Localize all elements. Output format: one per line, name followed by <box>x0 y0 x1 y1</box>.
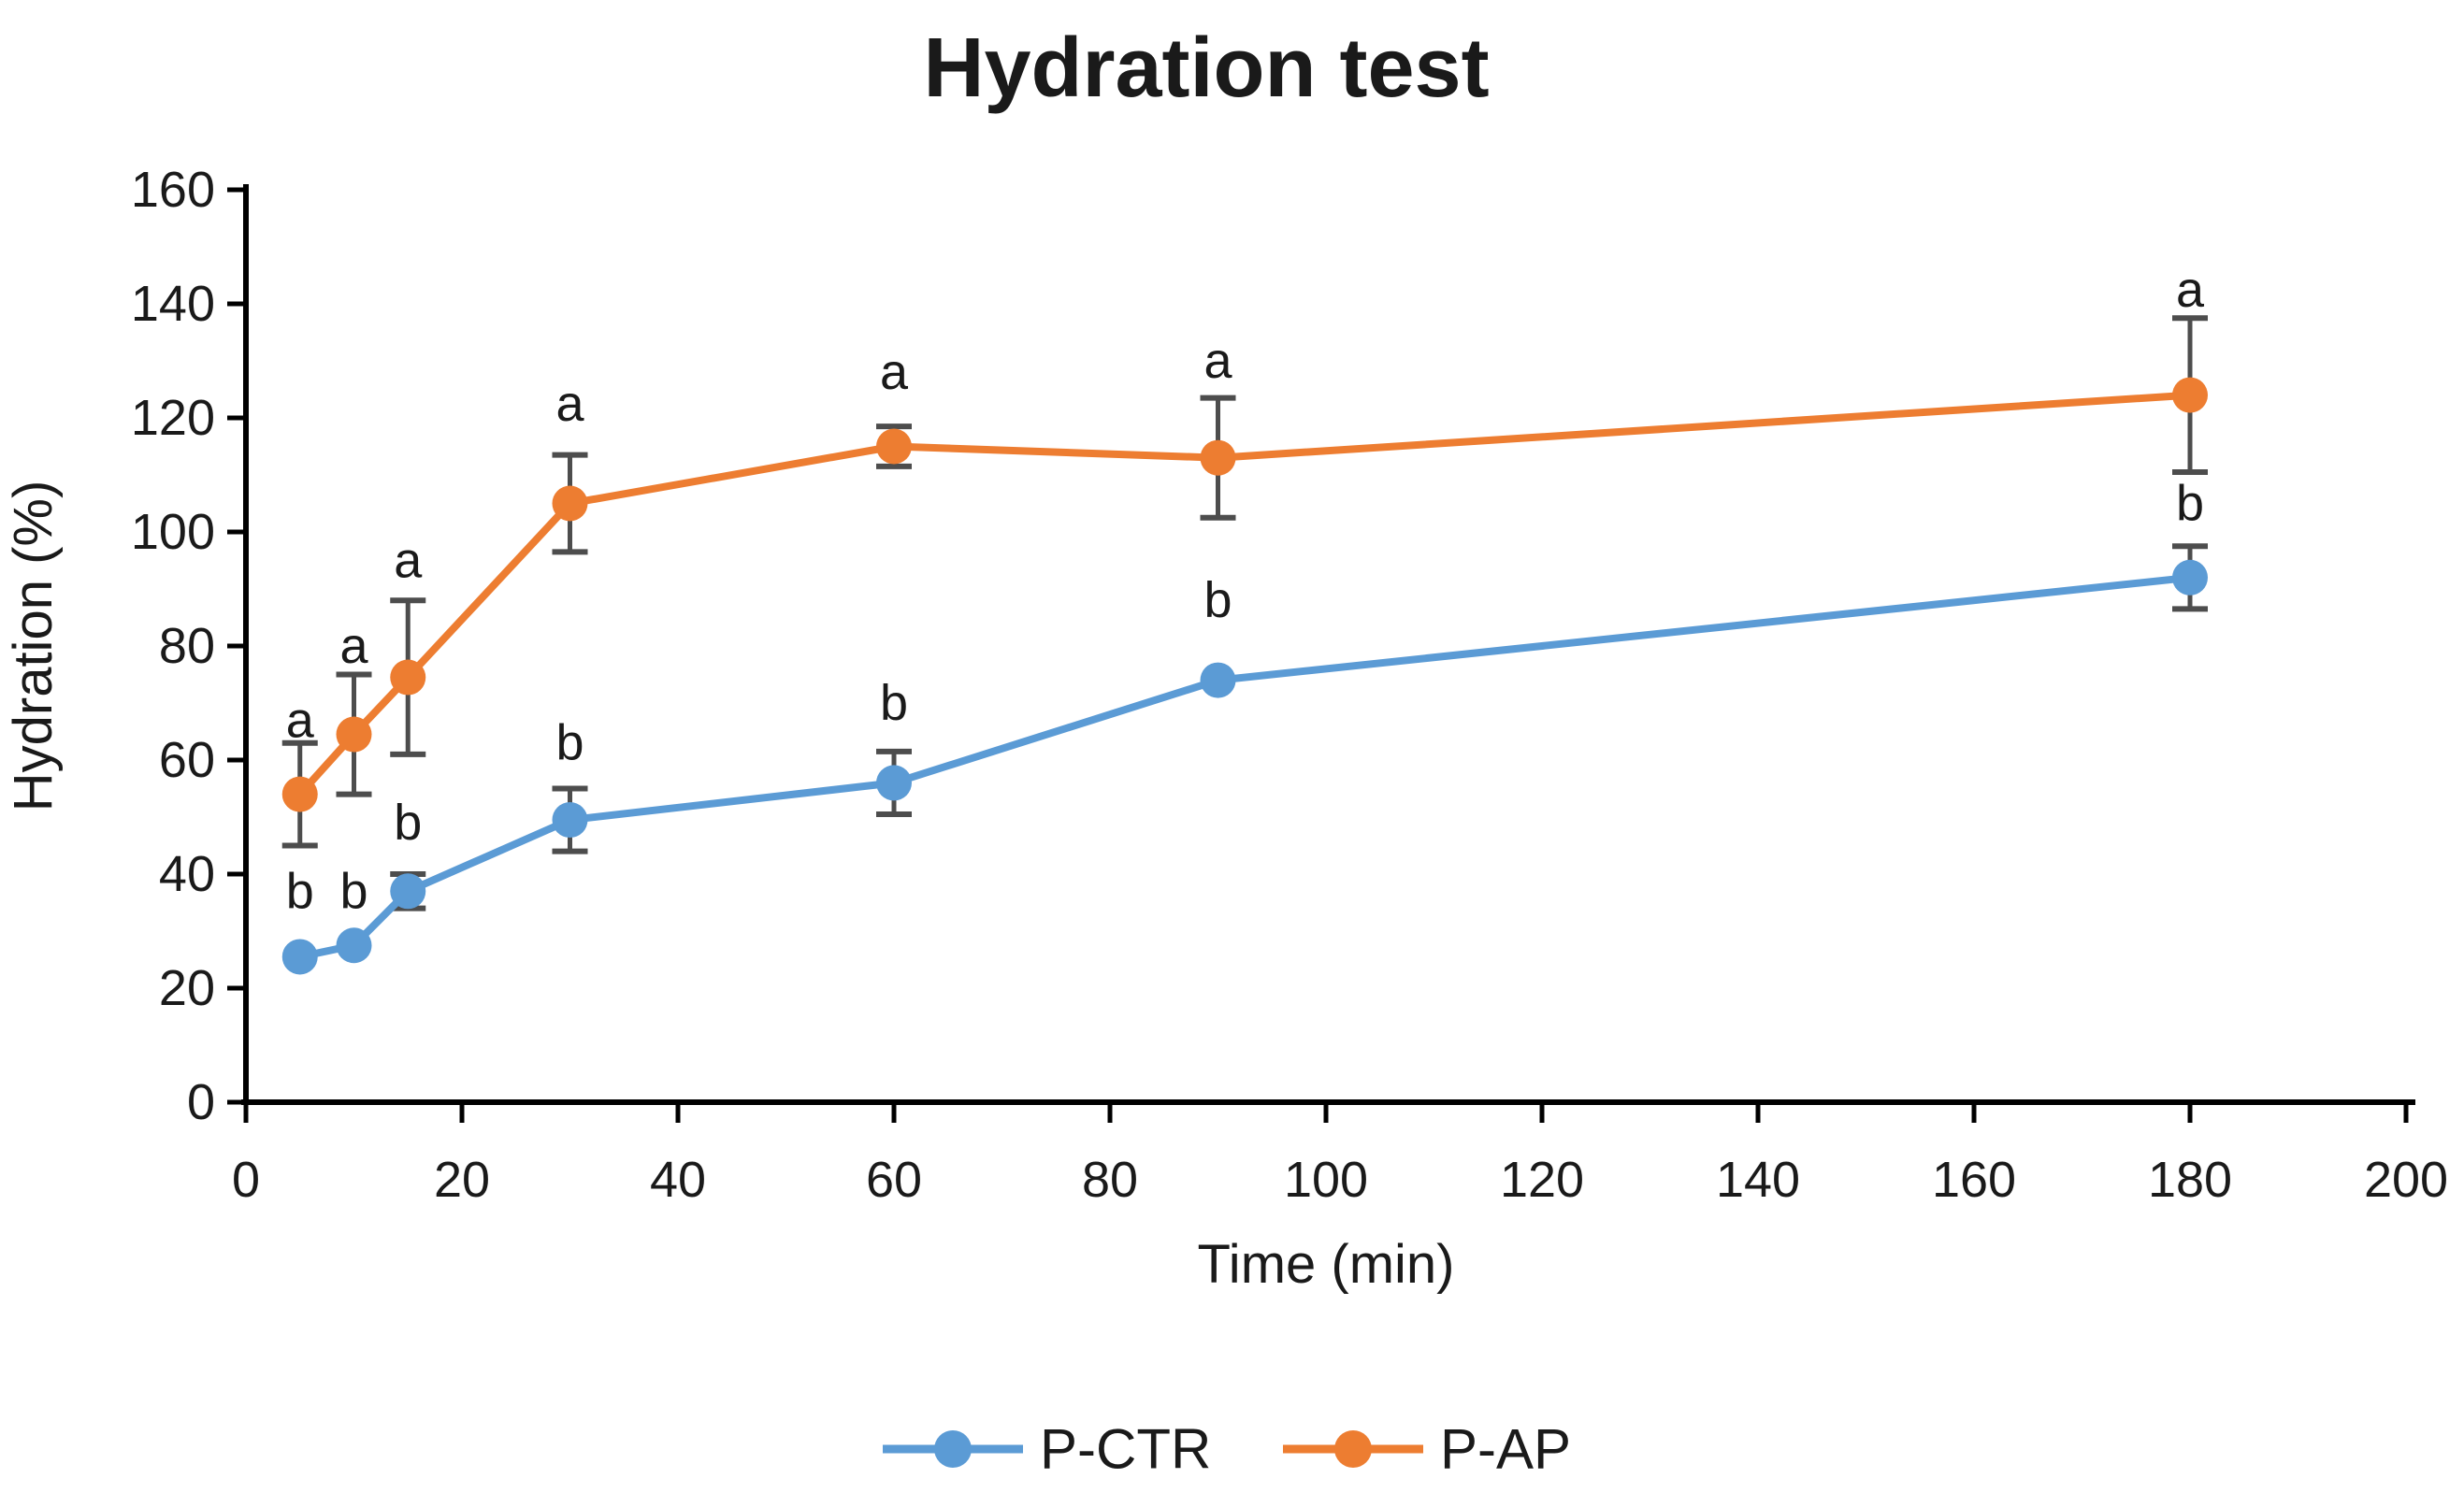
legend: P-CTR P-AP <box>883 1418 1571 1481</box>
legend-label: P-AP <box>1440 1418 1571 1481</box>
x-tick-label: 0 <box>232 1152 260 1208</box>
point-label: b <box>2176 476 2204 532</box>
x-axis-title: Time (min) <box>1198 1234 1455 1295</box>
legend-swatch-marker <box>1334 1430 1372 1468</box>
data-point-p-ap <box>281 776 318 812</box>
x-tick-label: 80 <box>1082 1152 1138 1208</box>
legend-item-p-ctr: P-CTR <box>883 1418 1211 1481</box>
point-label: b <box>1203 572 1232 628</box>
data-point-p-ctr <box>876 765 912 801</box>
x-tick-label: 100 <box>1284 1152 1368 1208</box>
y-tick-label: 140 <box>131 276 215 332</box>
data-point-p-ctr <box>281 939 318 975</box>
point-label: a <box>555 376 584 432</box>
point-label: b <box>286 863 314 919</box>
data-point-p-ap <box>2172 377 2208 413</box>
x-tick-label: 20 <box>434 1152 490 1208</box>
x-tick-label: 160 <box>1932 1152 2016 1208</box>
legend-item-p-ap: P-AP <box>1283 1418 1571 1481</box>
point-label: a <box>394 533 423 589</box>
x-tick-label: 60 <box>866 1152 922 1208</box>
x-tick-label: 180 <box>2148 1152 2232 1208</box>
point-label: b <box>880 675 908 731</box>
y-tick-label: 80 <box>159 618 215 674</box>
data-point-p-ctr <box>390 873 426 910</box>
point-label: b <box>555 715 584 771</box>
y-tick-label: 60 <box>159 732 215 788</box>
y-tick-label: 160 <box>131 162 215 218</box>
point-label: a <box>286 692 315 748</box>
data-point-p-ap <box>876 428 912 465</box>
y-tick-label: 100 <box>131 504 215 560</box>
y-tick-label: 40 <box>159 846 215 902</box>
data-point-p-ap <box>390 659 426 696</box>
y-axis-title: Hydration (%) <box>3 481 64 812</box>
point-label: a <box>1203 333 1232 389</box>
point-label: a <box>880 344 909 400</box>
data-point-p-ctr <box>1200 662 1236 698</box>
legend-swatch-marker <box>934 1430 972 1468</box>
point-label: a <box>2176 262 2205 318</box>
chart-title: Hydration test <box>923 22 1489 115</box>
point-label: b <box>339 863 367 919</box>
y-tick-label: 20 <box>159 960 215 1016</box>
axes: 0 20 40 60 80 100 120 140 160 0 20 40 60 80 100 120 140 1… <box>131 162 2448 1208</box>
x-tick-label: 140 <box>1716 1152 1800 1208</box>
data-point-p-ctr <box>336 927 372 964</box>
data-point-p-ctr <box>2172 559 2208 596</box>
x-tick-label: 200 <box>2364 1152 2448 1208</box>
y-tick-label: 0 <box>187 1074 215 1130</box>
data-point-p-ap <box>1200 439 1236 476</box>
x-tick-label: 120 <box>1500 1152 1584 1208</box>
data-point-p-ap <box>336 716 372 753</box>
point-label: b <box>394 795 422 851</box>
x-tick-label: 40 <box>650 1152 706 1208</box>
y-tick-label: 120 <box>131 390 215 446</box>
point-label: a <box>339 618 368 674</box>
data-point-p-ap <box>552 485 588 522</box>
legend-label: P-CTR <box>1040 1418 1211 1481</box>
data-point-p-ctr <box>552 802 588 839</box>
